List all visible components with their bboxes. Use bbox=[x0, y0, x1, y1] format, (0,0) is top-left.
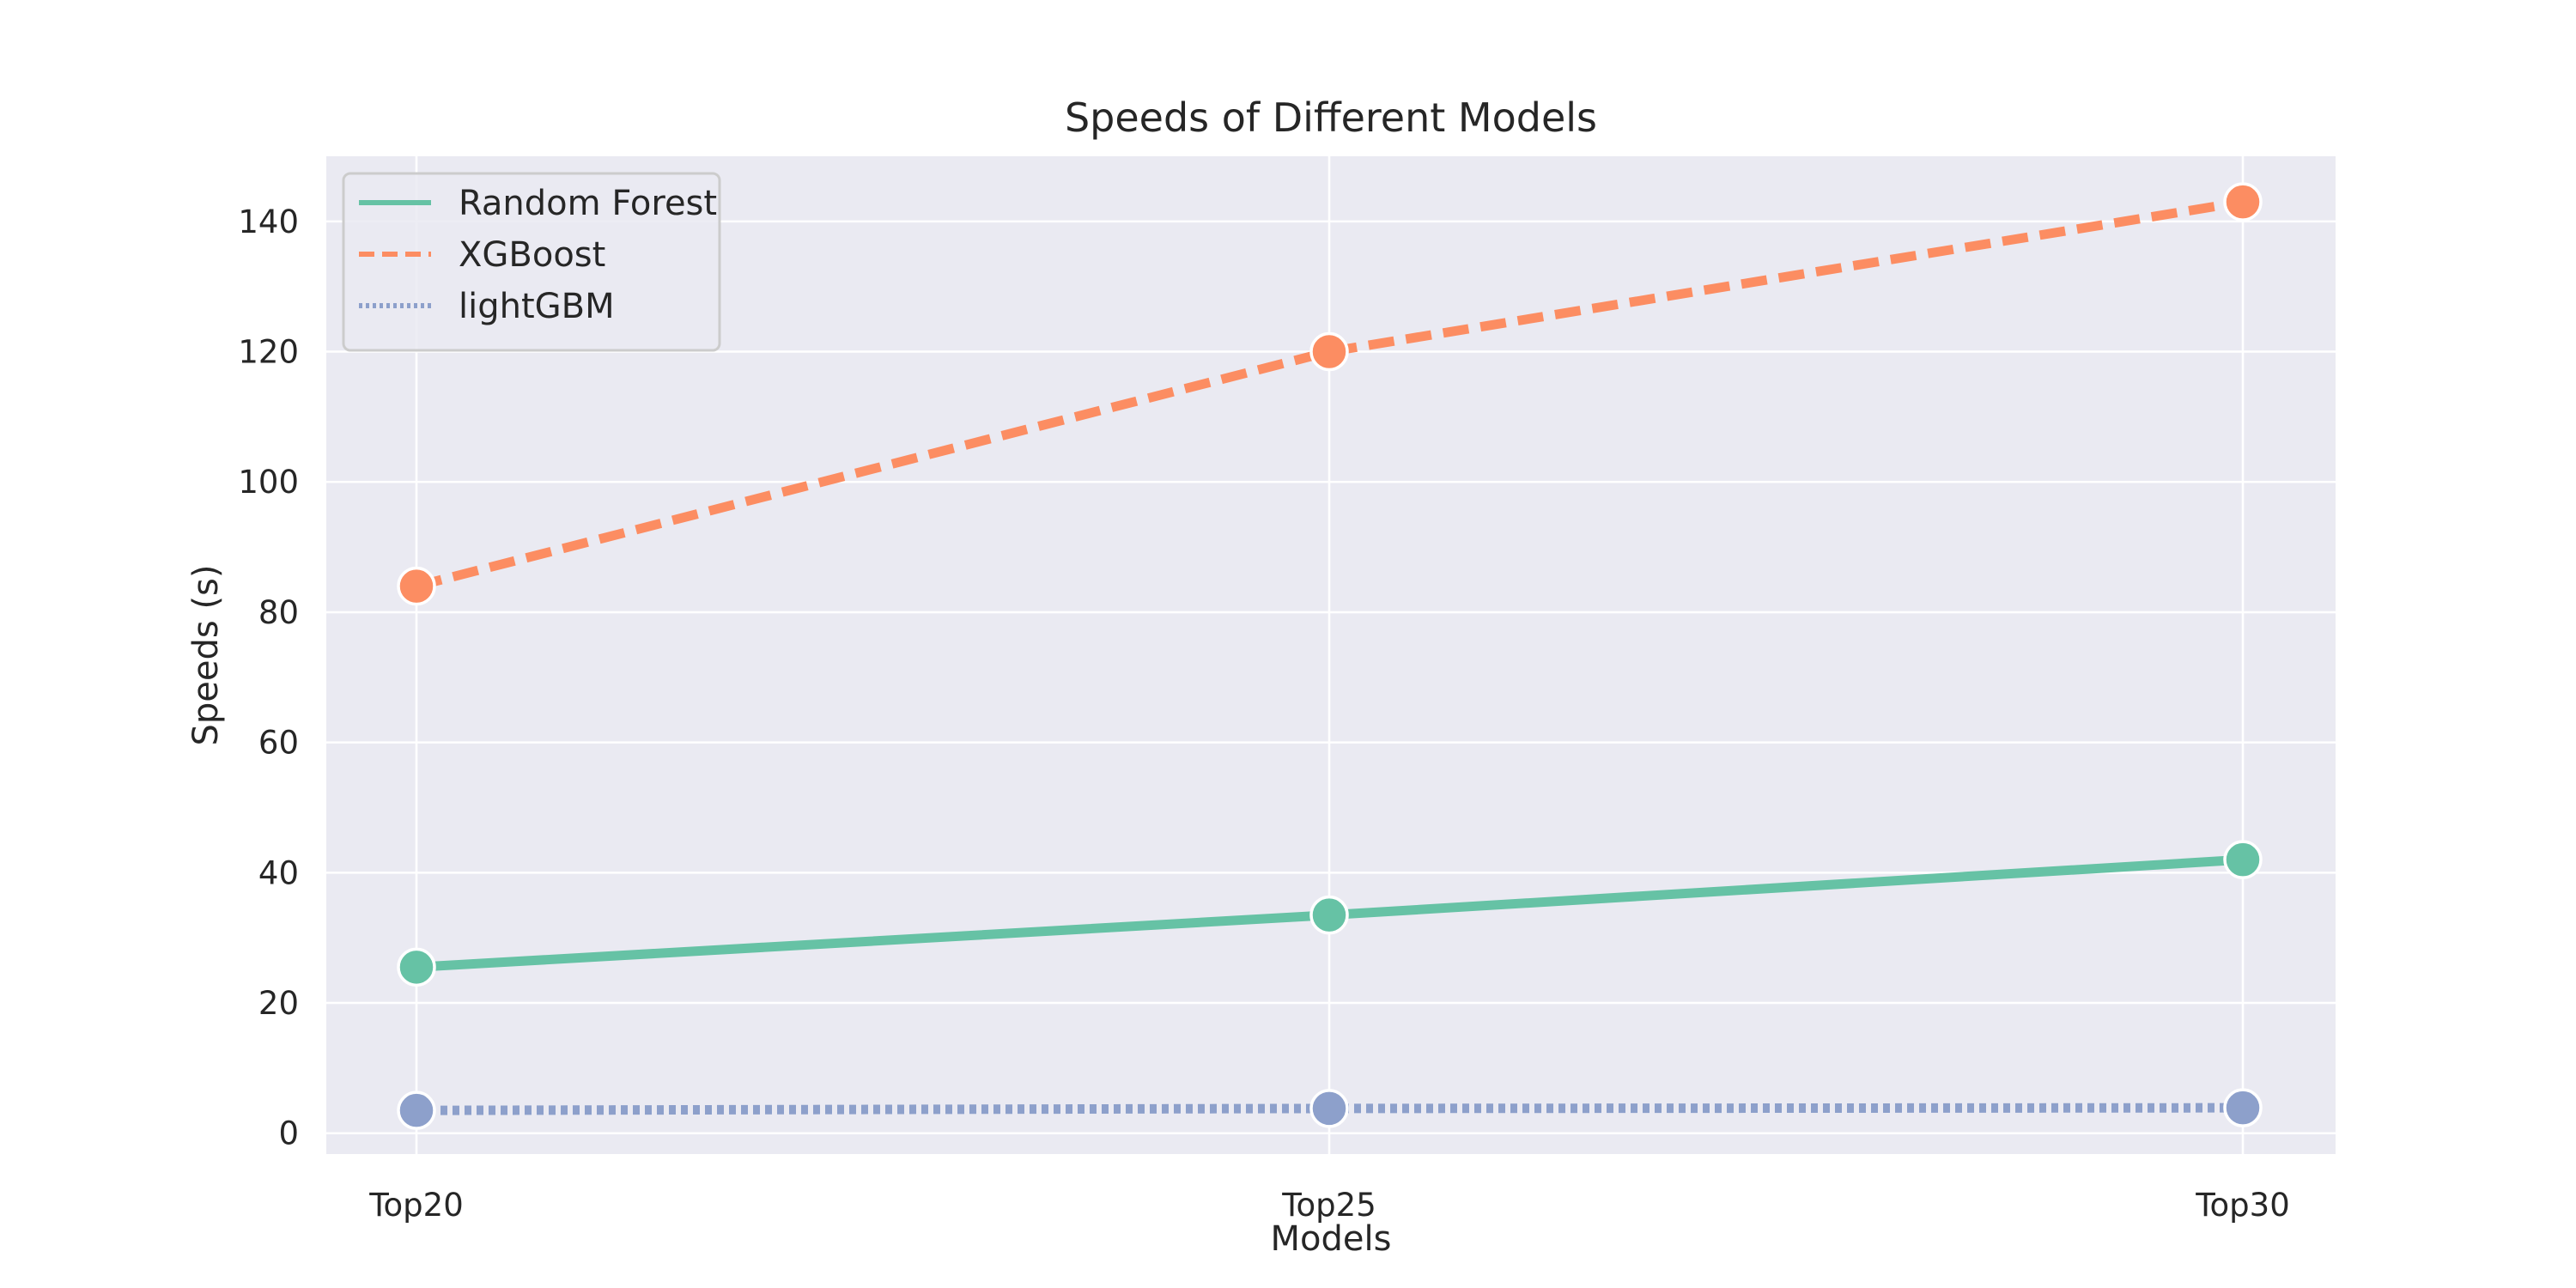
data-point bbox=[2223, 840, 2263, 879]
data-point bbox=[397, 566, 436, 606]
x-tick-label: Top20 bbox=[368, 1187, 464, 1224]
x-tick-label: Top30 bbox=[2195, 1187, 2290, 1224]
y-tick-label: 0 bbox=[278, 1115, 299, 1152]
legend-label: XGBoost bbox=[459, 235, 605, 275]
legend-frame bbox=[342, 172, 721, 352]
legend-item: XGBoost bbox=[359, 235, 605, 275]
data-point bbox=[1309, 1089, 1349, 1128]
y-axis-ticks: 0 20 40 60 80 100 120 140 bbox=[238, 204, 299, 1152]
x-axis-label: Models bbox=[1271, 1219, 1392, 1259]
data-point bbox=[2223, 1088, 2263, 1127]
series-xgboost bbox=[397, 182, 2263, 606]
y-tick-label: 140 bbox=[238, 204, 299, 240]
series-line bbox=[416, 1103, 2244, 1115]
legend-label: lightGBM bbox=[459, 287, 615, 326]
y-tick-label: 120 bbox=[238, 334, 299, 371]
legend-item: lightGBM bbox=[359, 287, 615, 326]
legend: Random Forest XGBoost lightGBM bbox=[342, 172, 721, 352]
y-tick-label: 20 bbox=[258, 985, 299, 1022]
y-tick-label: 100 bbox=[238, 464, 299, 501]
data-point bbox=[1309, 895, 1349, 935]
series-lightgbm bbox=[397, 1088, 2263, 1130]
legend-item: Random Forest bbox=[359, 184, 717, 223]
data-point bbox=[397, 1091, 436, 1130]
x-axis-ticks: Top20 Top25 Top30 bbox=[368, 1187, 2290, 1224]
x-tick-label: Top25 bbox=[1281, 1187, 1376, 1224]
chart-title: Speeds of Different Models bbox=[1065, 94, 1597, 141]
data-point bbox=[2223, 182, 2263, 222]
legend-label: Random Forest bbox=[459, 184, 717, 223]
series-layer bbox=[397, 182, 2263, 1130]
y-tick-label: 80 bbox=[258, 594, 299, 631]
data-point bbox=[397, 947, 436, 987]
data-point bbox=[1309, 331, 1349, 372]
y-tick-label: 60 bbox=[258, 725, 299, 762]
series-random-forest bbox=[397, 840, 2263, 987]
y-axis-label: Speeds (s) bbox=[186, 565, 226, 746]
y-tick-label: 40 bbox=[258, 854, 299, 891]
series-line bbox=[415, 197, 2244, 591]
